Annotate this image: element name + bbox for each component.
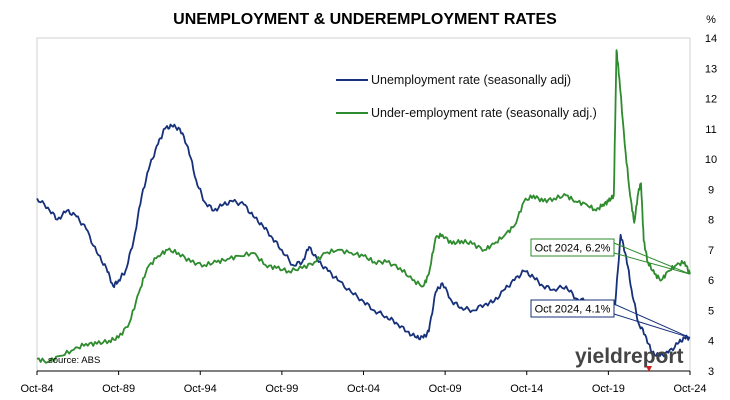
chart-title: UNEMPLOYMENT & UNDEREMPLOYMENT RATES bbox=[173, 11, 557, 28]
y-tick-label: 13 bbox=[705, 63, 717, 75]
x-tick-label: Oct-94 bbox=[184, 383, 217, 395]
callout-box bbox=[530, 299, 615, 318]
x-tick-label: Oct-24 bbox=[673, 383, 706, 395]
legend-label: Under-employment rate (seasonally adj.) bbox=[371, 106, 597, 120]
x-tick-label: Oct-14 bbox=[510, 383, 543, 395]
source-note: source: ABS bbox=[48, 355, 100, 366]
logo-wordmark: yieldreport bbox=[575, 345, 684, 368]
y-tick-label: 5 bbox=[708, 305, 714, 317]
legend-label: Unemployment rate (seasonally adj) bbox=[371, 73, 571, 87]
plot-area bbox=[36, 37, 691, 372]
x-tick-label: Oct-19 bbox=[592, 383, 625, 395]
y-tick-label: 9 bbox=[708, 184, 714, 196]
y-tick-label: 10 bbox=[705, 154, 717, 166]
callouts: Oct 2024, 6.2% Oct 2024, 4.1% bbox=[530, 238, 691, 339]
y-tick-label: 11 bbox=[705, 124, 716, 136]
y-tick-label: 6 bbox=[708, 275, 714, 287]
callout-leader bbox=[613, 252, 691, 275]
logo-triangle-icon bbox=[646, 366, 652, 372]
x-axis-ticks: Oct-84 Oct-89 Oct-94 Oct-99 Oct-04 Oct-09 Oct-… bbox=[20, 371, 707, 395]
callout-leader bbox=[613, 313, 691, 339]
y-tick-label: 12 bbox=[705, 94, 717, 106]
x-tick-label: Oct-84 bbox=[20, 383, 53, 395]
y-tick-label: 4 bbox=[708, 336, 714, 348]
y-tick-label: 8 bbox=[708, 215, 714, 227]
callout-leader bbox=[613, 303, 691, 339]
x-tick-label: Oct-99 bbox=[265, 383, 298, 395]
y-tick-label: 3 bbox=[708, 366, 714, 378]
series-line-underemployment bbox=[36, 49, 691, 364]
x-tick-label: Oct-09 bbox=[429, 383, 462, 395]
callout-label: Oct 2024, 6.2% bbox=[535, 243, 611, 255]
y-axis-label: % bbox=[706, 14, 716, 26]
callout-label: Oct 2024, 4.1% bbox=[535, 304, 611, 316]
callout-box bbox=[530, 238, 615, 257]
callout-leader bbox=[613, 242, 691, 275]
x-tick-label: Oct-04 bbox=[347, 383, 380, 395]
yieldreport-logo: yieldreport bbox=[575, 345, 684, 372]
x-tick-label: Oct-89 bbox=[102, 383, 135, 395]
y-axis-ticks: 3 4 5 6 7 8 9 10 11 12 13 14 bbox=[705, 33, 717, 378]
y-tick-label: 7 bbox=[708, 245, 714, 257]
legend: Unemployment rate (seasonally adj) Under-… bbox=[336, 73, 597, 120]
y-tick-label: 14 bbox=[705, 33, 717, 45]
